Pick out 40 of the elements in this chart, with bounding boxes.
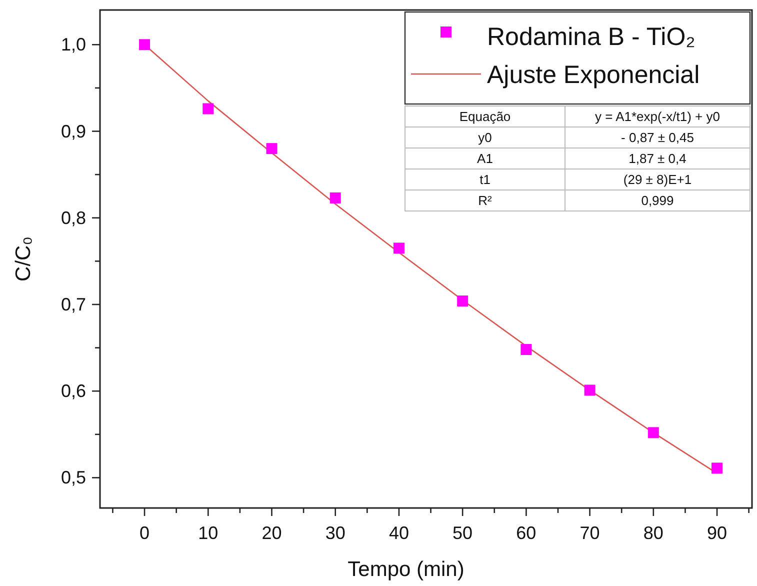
annotation: (29 ± 8)E+1 — [623, 172, 692, 187]
x-tick-label: 80 — [643, 523, 664, 543]
x-tick-label: 20 — [262, 523, 282, 543]
point — [520, 344, 532, 356]
x-tick-label: 70 — [580, 523, 600, 543]
y-tick-label: 0,8 — [60, 208, 86, 228]
x-axis-title: Tempo (min) — [348, 558, 464, 581]
point — [648, 427, 659, 438]
x-tick-label: 30 — [325, 523, 346, 543]
x-tick-label: 60 — [516, 523, 536, 543]
y-tick-label: 0,6 — [60, 381, 86, 402]
point — [139, 39, 150, 50]
legend-label: Rodamina B - TiO₂ — [487, 23, 696, 51]
annotation: 0,999 — [641, 193, 674, 208]
annotation: y = A1*exp(-x/t1) + y0 — [594, 109, 720, 124]
point — [330, 192, 341, 204]
annotation: t1 — [480, 172, 490, 187]
y-tick-label: 1,0 — [60, 34, 86, 55]
annotation: R² — [478, 193, 493, 208]
point — [202, 103, 214, 114]
x-tick-label: 90 — [707, 523, 728, 543]
point — [266, 143, 278, 154]
x-tick-label: 40 — [388, 523, 409, 543]
x-tick-label: 10 — [198, 523, 218, 543]
x-tick-label: 50 — [452, 523, 473, 543]
x-tick-label: 0 — [140, 523, 150, 543]
point — [457, 296, 468, 307]
annotation: 1,87 ± 0,4 — [628, 151, 686, 166]
point — [393, 242, 404, 254]
y-tick-label: 0,9 — [60, 121, 86, 142]
point — [584, 384, 596, 396]
point — [712, 462, 723, 474]
annotation: - 0,87 ± 0,45 — [621, 130, 694, 145]
annotation: Equação — [459, 109, 511, 124]
y-tick-label: 0,5 — [60, 468, 86, 488]
y-axis-title: C/C₀ — [12, 236, 35, 282]
annotation: A1 — [477, 151, 493, 166]
annotation: y0 — [478, 130, 492, 145]
legend-label: Ajuste Exponencial — [487, 61, 700, 89]
y-tick-label: 0,7 — [60, 294, 86, 314]
